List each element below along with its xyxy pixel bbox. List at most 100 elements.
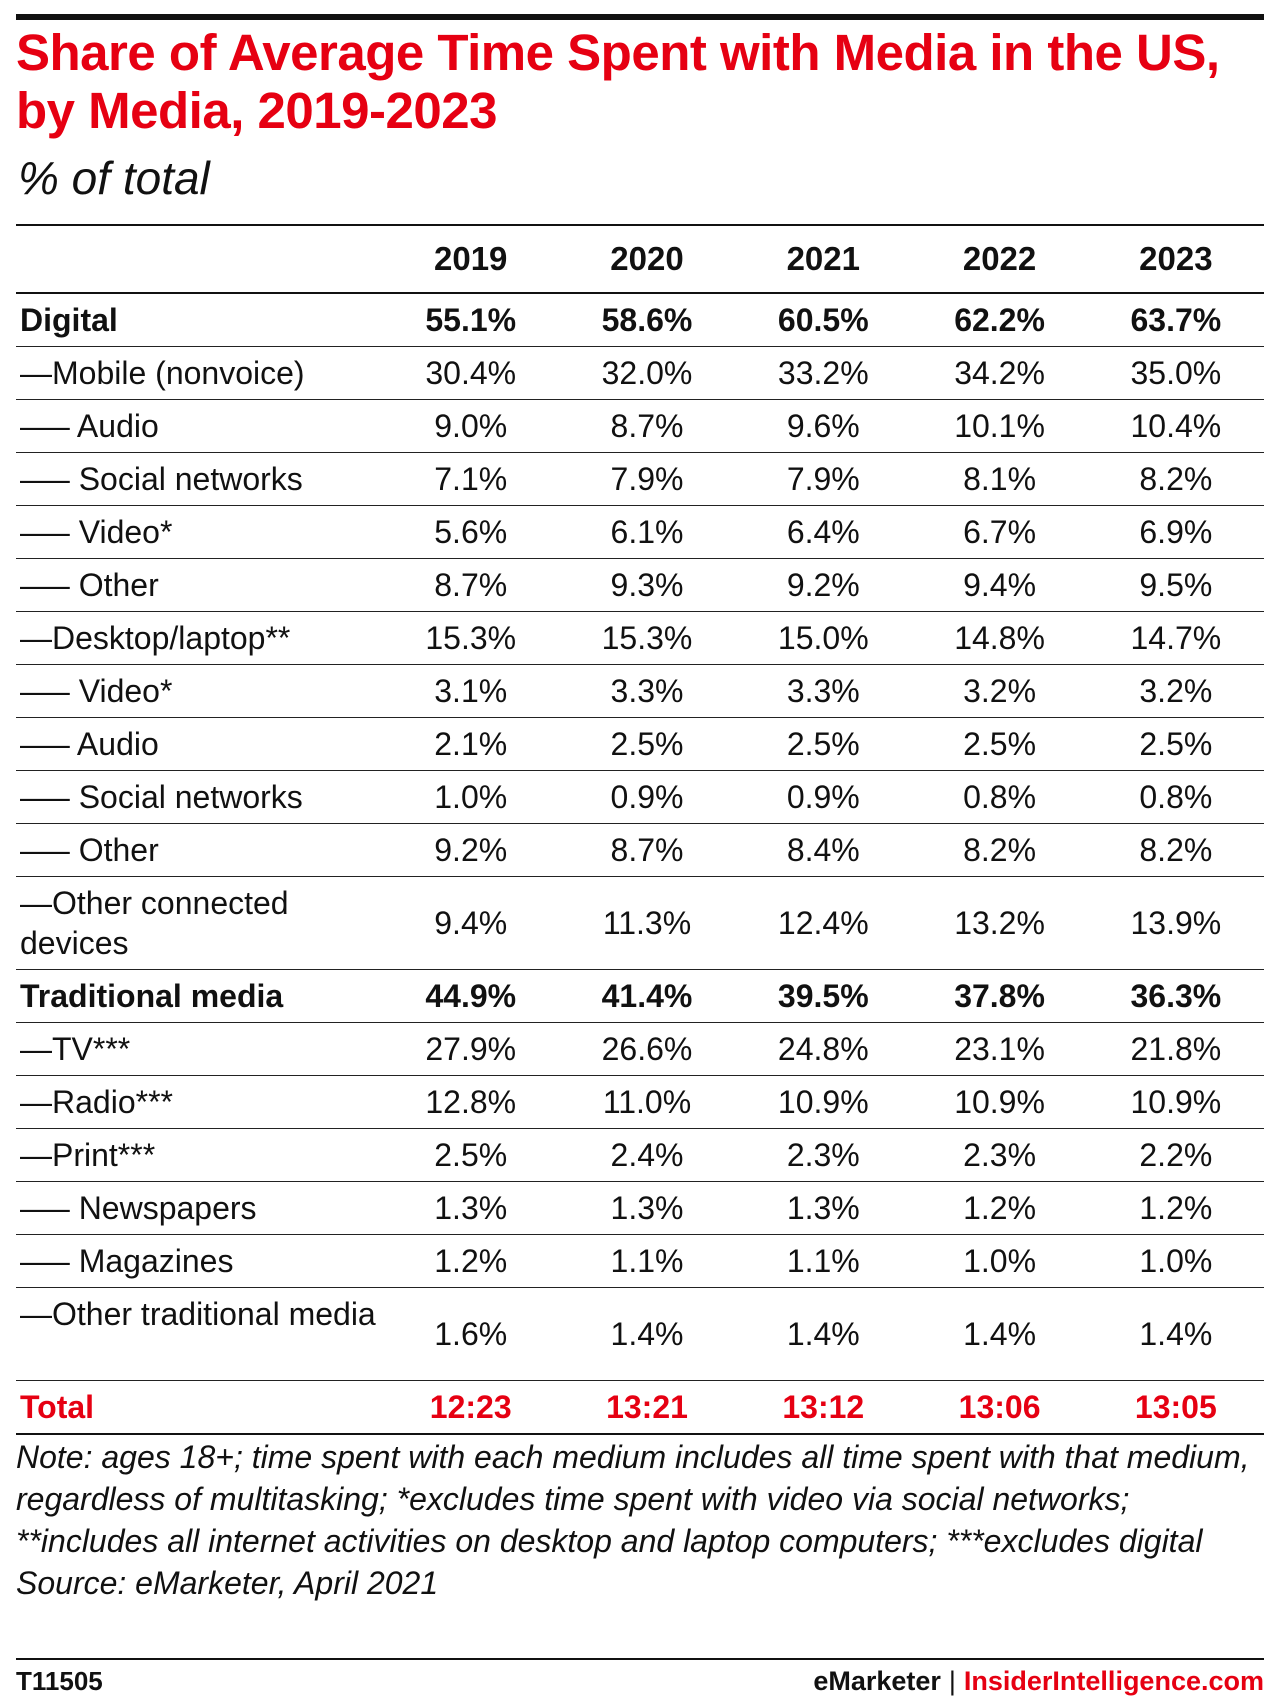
value-cell: 8.4% <box>735 823 912 877</box>
value-cell: 1.4% <box>558 1287 736 1381</box>
value-cell: 15.3% <box>558 611 736 665</box>
row-label: —– Social networks <box>16 770 383 824</box>
value-cell: 30.4% <box>382 346 559 400</box>
row-label: —– Audio <box>16 717 383 771</box>
table-row: —– Magazines 1.2% 1.1% 1.1% 1.0% 1.0% <box>16 1234 1264 1288</box>
row-label: —– Newspapers <box>16 1181 383 1235</box>
value-cell: 8.2% <box>1087 452 1264 506</box>
value-cell: 8.2% <box>1087 823 1264 877</box>
value-cell: 5.6% <box>382 505 559 559</box>
row-label: —Mobile (nonvoice) <box>16 346 383 400</box>
row-label: Traditional media <box>16 969 383 1023</box>
value-cell: 3.2% <box>911 664 1088 718</box>
value-cell: 6.1% <box>558 505 736 559</box>
value-cell: 2.3% <box>911 1128 1088 1182</box>
value-cell: 1.1% <box>735 1234 912 1288</box>
table-row: —Other connected devices 9.4% 11.3% 12.4% 13… <box>16 876 1264 970</box>
value-cell: 10.9% <box>911 1075 1088 1129</box>
value-cell: 9.4% <box>911 558 1088 612</box>
value-cell: 14.8% <box>911 611 1088 665</box>
value-cell: 1.2% <box>911 1181 1088 1235</box>
column-header: 2022 <box>911 226 1088 294</box>
value-cell: 1.0% <box>382 770 559 824</box>
value-cell: 3.1% <box>382 664 559 718</box>
row-label: —Print*** <box>16 1128 383 1182</box>
value-cell: 2.5% <box>382 1128 559 1182</box>
value-cell: 1.6% <box>382 1287 559 1381</box>
data-table: 2019 2020 2021 2022 2023 Digital 55.1% 58.6% 60… <box>16 226 1264 1435</box>
row-label: Digital <box>16 293 383 347</box>
value-cell: 1.2% <box>382 1234 559 1288</box>
chart-title: Share of Average Time Spent with Media i… <box>16 24 1220 139</box>
value-cell: 63.7% <box>1087 293 1264 347</box>
row-label: —– Other <box>16 823 383 877</box>
column-header: 2021 <box>735 226 912 294</box>
table-row: —– Audio 9.0% 8.7% 9.6% 10.1% 10.4% <box>16 399 1264 453</box>
table-row: —Other traditional media 1.6% 1.4% 1.4% 1.4%… <box>16 1287 1264 1381</box>
row-label: —– Other <box>16 558 383 612</box>
value-cell: 1.4% <box>735 1287 912 1381</box>
value-cell: 12:23 <box>382 1380 559 1435</box>
column-header: 2020 <box>558 226 736 294</box>
value-cell: 1.2% <box>1087 1181 1264 1235</box>
value-cell: 10.9% <box>735 1075 912 1129</box>
row-label: —Radio*** <box>16 1075 383 1129</box>
value-cell: 1.3% <box>558 1181 736 1235</box>
row-label: —– Magazines <box>16 1234 383 1288</box>
value-cell: 12.8% <box>382 1075 559 1129</box>
value-cell: 2.5% <box>558 717 736 771</box>
value-cell: 24.8% <box>735 1022 912 1076</box>
value-cell: 0.9% <box>735 770 912 824</box>
value-cell: 2.5% <box>735 717 912 771</box>
value-cell: 9.0% <box>382 399 559 453</box>
value-cell: 6.7% <box>911 505 1088 559</box>
table-row: Digital 55.1% 58.6% 60.5% 62.2% 63.7% <box>16 293 1264 347</box>
value-cell: 13.2% <box>911 876 1088 970</box>
table-row: Traditional media 44.9% 41.4% 39.5% 37.8% 36.… <box>16 969 1264 1023</box>
row-label: Total <box>16 1380 383 1435</box>
value-cell: 6.4% <box>735 505 912 559</box>
total-row: Total 12:23 13:21 13:12 13:06 13:05 <box>16 1380 1264 1435</box>
brand-site: InsiderIntelligence.com <box>963 1666 1264 1696</box>
value-cell: 9.3% <box>558 558 736 612</box>
value-cell: 0.9% <box>558 770 736 824</box>
value-cell: 13:05 <box>1087 1380 1264 1435</box>
value-cell: 35.0% <box>1087 346 1264 400</box>
table-row: —Print*** 2.5% 2.4% 2.3% 2.3% 2.2% <box>16 1128 1264 1182</box>
value-cell: 7.1% <box>382 452 559 506</box>
chart-id: T11505 <box>16 1666 103 1696</box>
header-label-cell <box>16 226 383 294</box>
header-row: 2019 2020 2021 2022 2023 <box>16 226 1264 294</box>
table-row: —– Social networks 7.1% 7.9% 7.9% 8.1% 8.2% <box>16 452 1264 506</box>
value-cell: 0.8% <box>1087 770 1264 824</box>
value-cell: 55.1% <box>382 293 559 347</box>
value-cell: 6.9% <box>1087 505 1264 559</box>
table-row: —– Social networks 1.0% 0.9% 0.9% 0.8% 0.8% <box>16 770 1264 824</box>
footer-brand: eMarketer | InsiderIntelligence.com <box>813 1664 1264 1698</box>
value-cell: 11.0% <box>558 1075 736 1129</box>
value-cell: 1.3% <box>382 1181 559 1235</box>
value-cell: 13:06 <box>911 1380 1088 1435</box>
value-cell: 13:12 <box>735 1380 912 1435</box>
value-cell: 1.1% <box>558 1234 736 1288</box>
brand-separator: | <box>948 1666 956 1696</box>
value-cell: 10.1% <box>911 399 1088 453</box>
value-cell: 26.6% <box>558 1022 736 1076</box>
value-cell: 9.5% <box>1087 558 1264 612</box>
value-cell: 8.2% <box>911 823 1088 877</box>
row-label: —TV*** <box>16 1022 383 1076</box>
value-cell: 33.2% <box>735 346 912 400</box>
value-cell: 14.7% <box>1087 611 1264 665</box>
value-cell: 7.9% <box>558 452 736 506</box>
value-cell: 2.4% <box>558 1128 736 1182</box>
brand-name: eMarketer <box>813 1666 941 1696</box>
row-label: —Other connected devices <box>16 876 383 970</box>
value-cell: 41.4% <box>558 969 736 1023</box>
value-cell: 23.1% <box>911 1022 1088 1076</box>
value-cell: 1.4% <box>1087 1287 1264 1381</box>
value-cell: 1.4% <box>911 1287 1088 1381</box>
table-row: —Mobile (nonvoice) 30.4% 32.0% 33.2% 34.2% 35… <box>16 346 1264 400</box>
value-cell: 3.3% <box>558 664 736 718</box>
row-label: —– Audio <box>16 399 383 453</box>
value-cell: 9.2% <box>382 823 559 877</box>
